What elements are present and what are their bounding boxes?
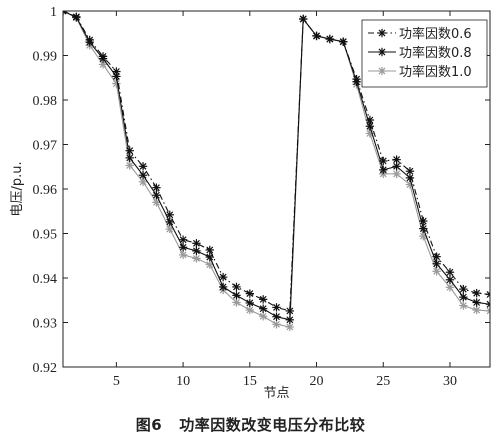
data-point [125,161,134,170]
data-point [432,259,441,268]
data-point [459,284,468,294]
data-point [192,254,201,263]
y-tick-label: 0.93 [33,317,58,332]
data-point [485,290,490,299]
data-point [218,282,228,292]
data-point [459,292,468,302]
data-point [365,122,375,131]
data-point [352,77,361,86]
data-point [218,272,228,282]
data-point [98,54,108,63]
y-tick-label: 1 [50,5,57,20]
data-point [298,14,308,24]
data-point [232,282,241,292]
data-point [245,305,255,315]
data-point [472,288,481,298]
x-tick-label: 25 [376,374,390,389]
axes-layer: 5 10 15 20 25 30 0.92 0.93 0.94 0.95 0.96 0.97 0.98 0… [33,5,490,389]
x-tick-label: 15 [243,374,257,389]
data-point [445,283,455,292]
data-point [272,320,281,329]
x-tick-label: 10 [176,374,190,389]
x-axis-title: 节点 [263,386,289,401]
data-point [205,252,214,262]
data-point [152,183,161,192]
legend-item: 功率因数0.8 [368,45,472,61]
data-point [485,300,490,309]
data-point [485,306,490,316]
y-tick-label: 0.98 [33,94,58,109]
data-point [472,298,481,307]
line-chart: 5 10 15 20 25 30 0.92 0.93 0.94 0.95 0.96 0.97 0.98 0… [10,5,491,401]
data-point [138,177,148,187]
data-point [165,224,174,234]
y-axis-title: 电压/p.u. [10,161,25,216]
x-tick-label: 30 [443,374,457,389]
data-point [445,268,455,277]
data-point [272,303,281,312]
series-layer [63,11,490,332]
legend-marker [377,47,387,57]
figure-caption: 图6 功率因数改变电压分布比较 [135,416,366,434]
x-tick-label: 20 [310,374,324,389]
data-point [112,79,121,88]
y-tick-label: 0.94 [33,272,58,287]
data-point [258,295,268,304]
y-tick-label: 0.97 [33,139,58,154]
data-point [432,267,441,276]
data-point [165,217,174,227]
legend: 功率因数0.6 功率因数0.8 功率因数1.0 [361,19,488,88]
data-point [472,305,481,315]
data-point [312,31,321,41]
data-point [379,165,388,175]
data-point [125,153,134,163]
data-point [285,315,295,325]
data-point [258,304,268,313]
legend-item: 功率因数1.0 [368,64,472,80]
data-point [339,37,348,46]
data-point [112,67,121,76]
data-point [405,173,415,183]
data-point [285,322,295,332]
legend-marker [377,28,387,38]
legend-item: 功率因数0.6 [368,26,472,42]
data-point [245,289,255,298]
data-point [178,235,188,244]
legend-marker [377,66,387,76]
series-2 [63,11,490,325]
data-point [138,171,148,180]
legend-label: 功率因数0.8 [399,45,472,61]
data-point [152,191,161,200]
data-point [272,312,281,321]
data-point [392,169,401,179]
y-tick-label: 0.99 [33,50,58,65]
data-point [112,72,121,81]
data-point [232,298,241,307]
legend-label: 功率因数1.0 [399,64,472,80]
data-point [192,246,201,256]
data-point [178,243,188,252]
data-point [205,245,214,255]
data-point [258,312,268,321]
data-point [419,224,428,233]
data-point [138,162,148,171]
data-point [232,291,241,300]
legend-label: 功率因数0.6 [399,26,472,42]
data-point [63,11,68,16]
data-point [445,275,455,284]
data-point [405,167,415,176]
y-tick-label: 0.96 [33,183,58,198]
y-tick-label: 0.95 [33,228,58,243]
data-point [459,301,468,310]
x-tick-label: 5 [113,374,120,389]
data-point [72,13,81,22]
data-point [85,37,94,47]
data-point [178,250,188,260]
data-point [392,162,401,171]
data-point [325,34,335,44]
data-point [192,239,201,248]
data-point [245,298,255,308]
y-tick-label: 0.92 [33,361,58,376]
